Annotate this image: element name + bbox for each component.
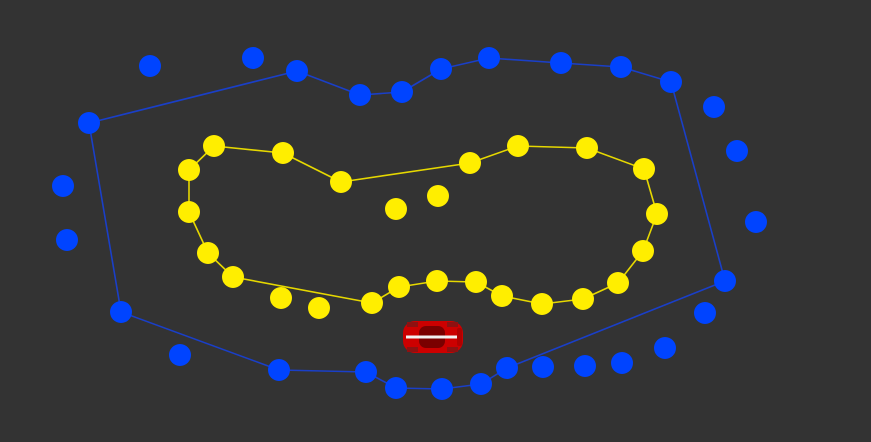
blue-cone: [268, 359, 290, 381]
yellow-cone: [308, 297, 330, 319]
yellow-cone: [197, 242, 219, 264]
yellow-cone: [491, 285, 513, 307]
yellow-cone: [427, 185, 449, 207]
car-wheel-front-left: [447, 322, 458, 327]
car-wheel-front-right: [447, 347, 458, 352]
yellow-cone: [272, 142, 294, 164]
inner-boundary-path: [188, 145, 658, 305]
blue-cone: [714, 270, 736, 292]
blue-cone: [550, 52, 572, 74]
yellow-cone: [459, 152, 481, 174]
blue-cone: [391, 81, 413, 103]
blue-cone: [660, 71, 682, 93]
inner-cones: [178, 135, 668, 319]
car-wheel-rear-right: [407, 347, 418, 352]
yellow-cone: [178, 201, 200, 223]
race-car: [403, 321, 463, 353]
blue-cone: [431, 378, 453, 400]
yellow-cone: [178, 159, 200, 181]
blue-cone: [726, 140, 748, 162]
car-stripe: [406, 335, 460, 339]
blue-cone: [139, 55, 161, 77]
outer-cones: [52, 47, 767, 400]
blue-cone: [349, 84, 371, 106]
blue-cone: [78, 112, 100, 134]
yellow-cone: [203, 135, 225, 157]
blue-cone: [169, 344, 191, 366]
blue-cone: [610, 56, 632, 78]
blue-cone: [430, 58, 452, 80]
blue-cone: [286, 60, 308, 82]
yellow-cone: [507, 135, 529, 157]
yellow-cone: [572, 288, 594, 310]
car-wheel-rear-left: [407, 322, 418, 327]
yellow-cone: [361, 292, 383, 314]
yellow-cone: [632, 240, 654, 262]
yellow-cone: [222, 266, 244, 288]
blue-cone: [745, 211, 767, 233]
blue-cone: [574, 355, 596, 377]
blue-cone: [611, 352, 633, 374]
yellow-cone: [646, 203, 668, 225]
yellow-cone: [531, 293, 553, 315]
yellow-cone: [607, 272, 629, 294]
blue-cone: [110, 301, 132, 323]
yellow-cone: [388, 276, 410, 298]
blue-cone: [478, 47, 500, 69]
yellow-cone: [330, 171, 352, 193]
blue-cone: [703, 96, 725, 118]
yellow-cone: [270, 287, 292, 309]
blue-cone: [694, 302, 716, 324]
blue-cone: [654, 337, 676, 359]
inner-boundary-line: [188, 145, 658, 305]
yellow-cone: [465, 271, 487, 293]
blue-cone: [470, 373, 492, 395]
yellow-cone: [426, 270, 448, 292]
blue-cone: [52, 175, 74, 197]
blue-cone: [56, 229, 78, 251]
yellow-cone: [385, 198, 407, 220]
blue-cone: [242, 47, 264, 69]
yellow-cone: [576, 137, 598, 159]
blue-cone: [532, 356, 554, 378]
blue-cone: [355, 361, 377, 383]
blue-cone: [385, 377, 407, 399]
car-nose: [457, 328, 462, 346]
yellow-cone: [633, 158, 655, 180]
blue-cone: [496, 357, 518, 379]
